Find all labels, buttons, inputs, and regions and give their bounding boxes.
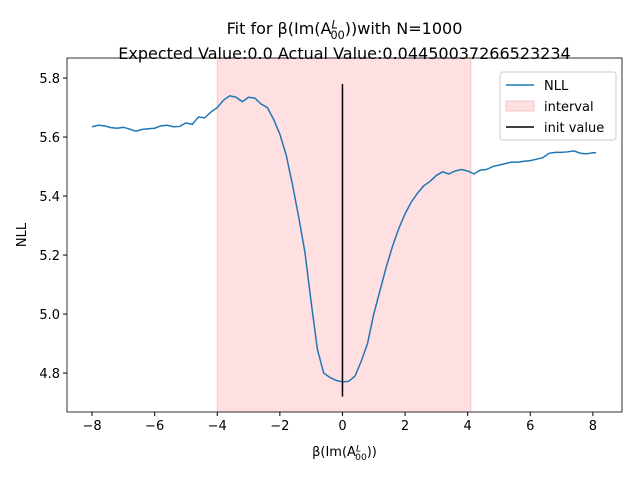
y-tick-label: 5.2 <box>39 249 60 264</box>
y-tick-label: 5.8 <box>39 72 60 87</box>
chart-title-part: Fit for β(Im(A <box>227 19 332 38</box>
x-tick-label: 4 <box>464 419 472 434</box>
x-tick-label: 8 <box>589 419 597 434</box>
y-tick-label: 5.0 <box>39 308 60 323</box>
legend-label: interval <box>544 100 594 115</box>
x-tick-label: 0 <box>338 419 346 434</box>
x-tick-label: 2 <box>401 419 409 434</box>
y-tick-label: 5.4 <box>39 190 60 205</box>
legend-label: init value <box>544 121 604 136</box>
chart-title: Fit for β(Im(AL 00))with N=1000 <box>227 18 463 41</box>
x-tick-label: −2 <box>270 419 289 434</box>
chart-title-sup: L <box>331 18 337 31</box>
line <box>91 94 597 383</box>
plot-frame <box>66 57 623 413</box>
x-tick-label: 6 <box>526 419 534 434</box>
x-axis-label: β(Im(AL 00)) <box>312 444 377 462</box>
y-tick-label: 5.6 <box>39 131 60 146</box>
x-tick-label: −6 <box>145 419 164 434</box>
chart-subtitle: Expected Value:0.0 Actual Value:0.044500… <box>118 44 570 63</box>
y-tick-label: 4.8 <box>39 367 60 382</box>
x-axis-label-sup: L <box>356 444 361 454</box>
chart-title-part: ))with N=1000 <box>345 19 463 38</box>
x-axis-label-sub: 00 <box>355 453 367 463</box>
legend-swatch <box>505 100 535 112</box>
x-axis-label-part: )) <box>367 445 377 460</box>
x-tick-label: −8 <box>82 419 101 434</box>
x-axis-label-part: β(Im(A <box>312 445 356 460</box>
legend-label: NLL <box>544 79 569 94</box>
chart-title-sub: 00 <box>331 29 345 42</box>
interval-span <box>216 57 472 413</box>
legend-box <box>499 71 617 141</box>
y-axis-label: NLL <box>15 222 30 247</box>
x-tick-label: −4 <box>208 419 227 434</box>
